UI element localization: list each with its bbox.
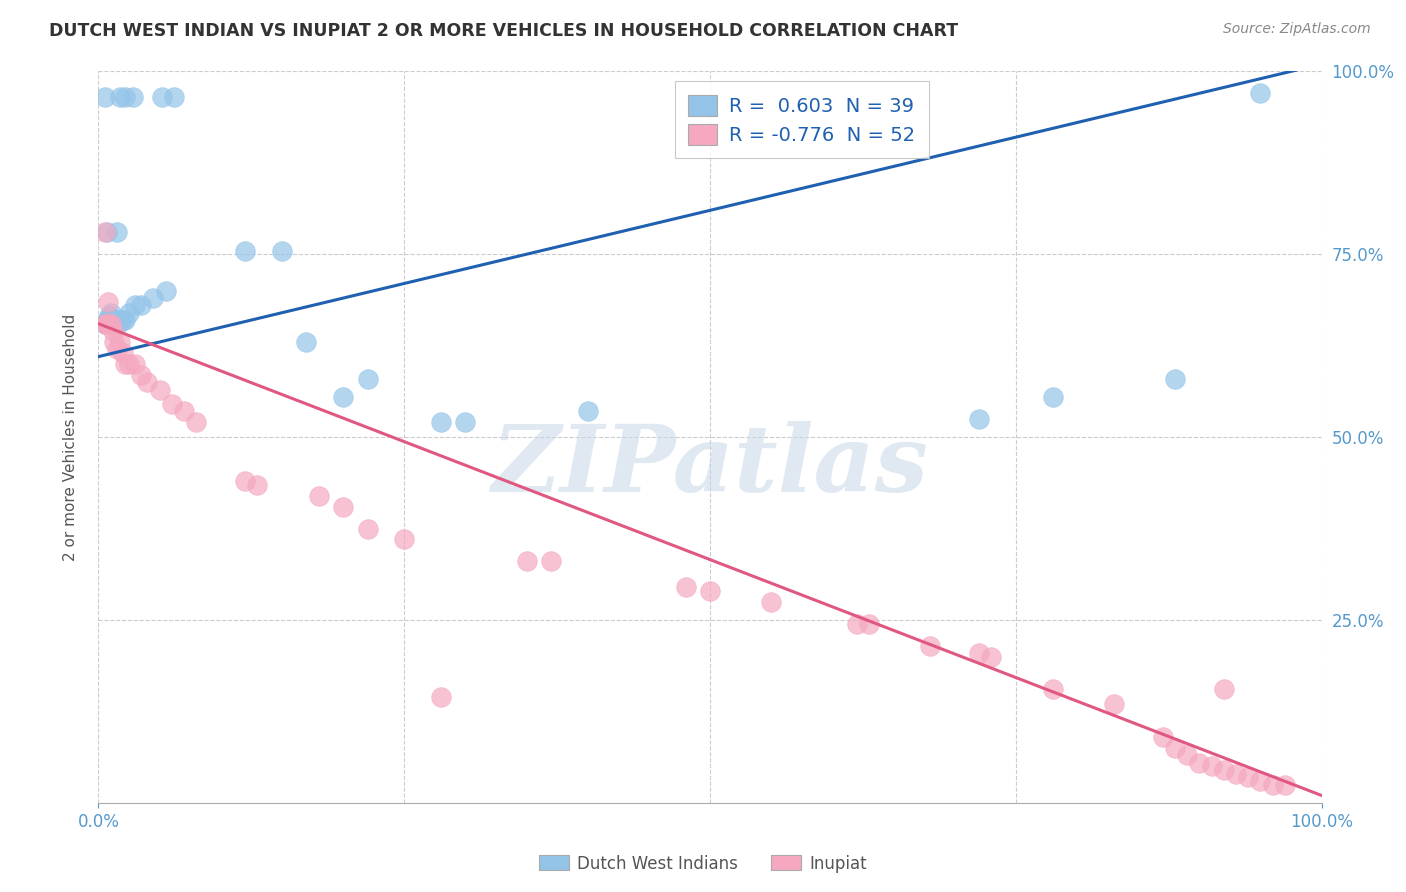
Point xyxy=(96,225,118,239)
Point xyxy=(675,580,697,594)
Point xyxy=(110,90,132,104)
Point xyxy=(129,368,152,382)
Point xyxy=(114,313,136,327)
Point xyxy=(93,317,115,331)
Point xyxy=(980,649,1002,664)
Point xyxy=(97,313,120,327)
Point xyxy=(118,306,141,320)
Point xyxy=(149,383,172,397)
Point xyxy=(1201,759,1223,773)
Point xyxy=(967,646,990,660)
Text: ZIPatlas: ZIPatlas xyxy=(492,421,928,511)
Point xyxy=(101,317,124,331)
Point xyxy=(98,310,121,324)
Point xyxy=(1249,87,1271,101)
Text: DUTCH WEST INDIAN VS INUPIAT 2 OR MORE VEHICLES IN HOUSEHOLD CORRELATION CHART: DUTCH WEST INDIAN VS INUPIAT 2 OR MORE V… xyxy=(49,22,959,40)
Point xyxy=(136,376,159,390)
Point xyxy=(142,291,165,305)
Point xyxy=(111,346,134,360)
Point xyxy=(103,334,125,349)
Point xyxy=(101,313,124,327)
Point xyxy=(1152,730,1174,744)
Point xyxy=(761,594,783,608)
Point xyxy=(576,404,599,418)
Point xyxy=(110,313,132,327)
Point xyxy=(1102,697,1125,711)
Point xyxy=(540,554,562,568)
Point xyxy=(392,533,416,547)
Point xyxy=(114,357,136,371)
Point xyxy=(332,500,354,514)
Point xyxy=(356,371,378,385)
Point xyxy=(356,521,378,535)
Point xyxy=(858,616,880,631)
Point xyxy=(111,313,134,327)
Point xyxy=(1212,763,1234,777)
Point xyxy=(920,639,942,653)
Point xyxy=(124,357,146,371)
Point xyxy=(110,334,132,349)
Legend: Dutch West Indians, Inupiat: Dutch West Indians, Inupiat xyxy=(531,848,875,880)
Point xyxy=(1042,390,1064,404)
Point xyxy=(430,690,453,704)
Point xyxy=(1274,777,1296,792)
Point xyxy=(967,412,990,426)
Point xyxy=(173,404,195,418)
Point xyxy=(107,317,129,331)
Point xyxy=(233,474,256,488)
Point xyxy=(246,477,269,491)
Point xyxy=(121,90,143,104)
Point xyxy=(124,298,146,312)
Point xyxy=(454,416,477,430)
Point xyxy=(1225,766,1247,780)
Point xyxy=(155,284,177,298)
Point xyxy=(699,583,721,598)
Legend: R =  0.603  N = 39, R = -0.776  N = 52: R = 0.603 N = 39, R = -0.776 N = 52 xyxy=(675,81,929,159)
Point xyxy=(93,317,115,331)
Point xyxy=(1042,682,1064,697)
Text: Source: ZipAtlas.com: Source: ZipAtlas.com xyxy=(1223,22,1371,37)
Point xyxy=(515,554,537,568)
Point xyxy=(93,225,115,239)
Point xyxy=(97,294,120,309)
Point xyxy=(104,313,127,327)
Point xyxy=(1212,682,1234,697)
Point xyxy=(96,317,118,331)
Point xyxy=(270,244,294,258)
Point xyxy=(129,298,152,312)
Point xyxy=(97,317,120,331)
Point xyxy=(105,313,128,327)
Point xyxy=(1164,371,1187,385)
Point xyxy=(845,616,868,631)
Point xyxy=(1249,773,1271,788)
Point xyxy=(96,313,118,327)
Point xyxy=(1175,748,1198,763)
Point xyxy=(100,306,122,320)
Point xyxy=(114,90,136,104)
Point xyxy=(1261,777,1284,792)
Point xyxy=(150,90,173,104)
Point xyxy=(1164,740,1187,755)
Y-axis label: 2 or more Vehicles in Household: 2 or more Vehicles in Household xyxy=(63,313,77,561)
Point xyxy=(430,416,453,430)
Point xyxy=(98,317,121,331)
Point xyxy=(103,317,125,331)
Point xyxy=(105,343,128,357)
Point xyxy=(1188,756,1211,770)
Point xyxy=(332,390,354,404)
Point xyxy=(105,225,128,239)
Point xyxy=(100,317,122,331)
Point xyxy=(186,416,208,430)
Point xyxy=(101,324,124,338)
Point xyxy=(1237,770,1260,784)
Point xyxy=(163,90,186,104)
Point xyxy=(160,397,183,411)
Point xyxy=(93,90,115,104)
Point xyxy=(295,334,318,349)
Point xyxy=(308,489,330,503)
Point xyxy=(118,357,141,371)
Point xyxy=(233,244,256,258)
